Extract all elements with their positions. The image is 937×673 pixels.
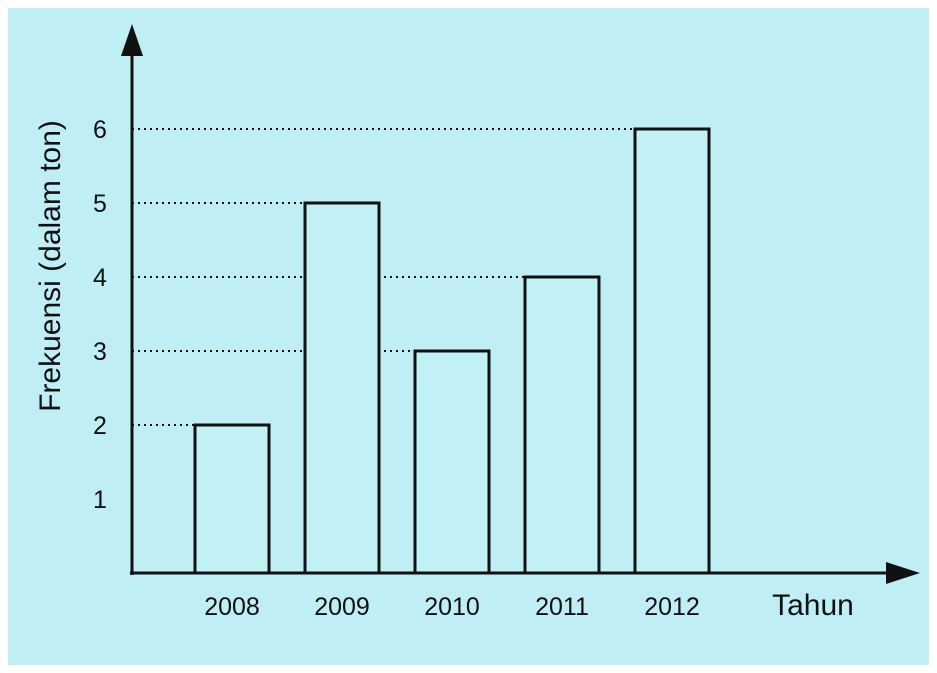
x-tick-label: 2008 bbox=[204, 593, 260, 621]
bar-2008 bbox=[193, 423, 271, 575]
x-tick-labels: 2008 2009 2010 2011 2012 bbox=[204, 593, 700, 621]
bar-2012 bbox=[633, 127, 711, 575]
y-tick-label: 1 bbox=[93, 486, 107, 514]
y-tick-label: 6 bbox=[93, 116, 107, 144]
bar-2010 bbox=[413, 349, 491, 575]
x-axis-title: Tahun bbox=[772, 589, 854, 622]
y-tick-label: 2 bbox=[93, 412, 107, 440]
y-tick-labels: 1 2 3 4 5 6 bbox=[93, 116, 107, 514]
x-axis-arrow-icon bbox=[886, 562, 920, 584]
y-axis-title: Frekuensi (dalam ton) bbox=[34, 120, 67, 412]
x-tick-label: 2011 bbox=[535, 593, 589, 621]
y-tick-label: 5 bbox=[93, 190, 107, 218]
y-tick-label: 3 bbox=[93, 338, 107, 366]
bar-2011 bbox=[523, 275, 601, 575]
bar-chart: 1 2 3 4 5 6 2008 2009 2010 2011 2012 Tahun Frekue… bbox=[8, 8, 929, 665]
x-tick-label: 2009 bbox=[314, 593, 370, 621]
bar-2009 bbox=[303, 201, 381, 575]
y-axis-arrow-icon bbox=[121, 24, 143, 56]
axes bbox=[121, 24, 920, 584]
chart-panel: 1 2 3 4 5 6 2008 2009 2010 2011 2012 Tahun Frekue… bbox=[8, 8, 929, 665]
x-tick-label: 2010 bbox=[424, 593, 480, 621]
y-tick-label: 4 bbox=[93, 264, 107, 292]
x-tick-label: 2012 bbox=[644, 593, 700, 621]
